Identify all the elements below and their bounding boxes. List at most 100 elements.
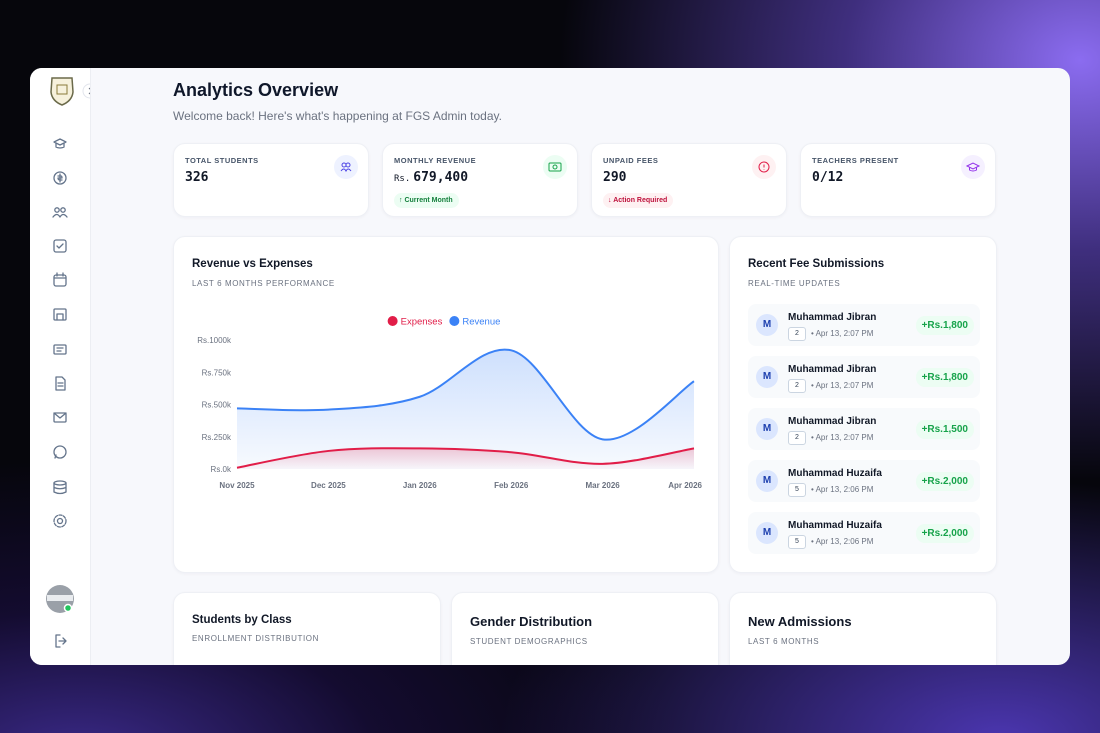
panel-card: Students by Class ENROLLMENT DISTRIBUTIO… [173,592,441,665]
fee-row: M Muhammad Jibran 2 Apr 13, 2:07 PM +Rs.1,50… [748,408,980,450]
x-tick-label: Mar 2026 [585,481,620,490]
stat-label: TOTAL STUDENTS [185,156,259,165]
fee-row: M Muhammad Huzaifa 5 Apr 13, 2:06 PM +Rs.2,0… [748,512,980,554]
series-line [236,447,695,469]
fee-class: 2 [788,327,806,341]
panel-subtitle: LAST 6 MONTHS [748,637,820,646]
stat-icon [543,155,567,179]
y-tick-label: Rs.250k [202,433,232,442]
nav-messages[interactable] [53,344,67,355]
x-tick-label: Apr 2026 [668,481,702,490]
user-avatar[interactable] [46,585,74,613]
stat-card: TOTAL STUDENTS 326 [173,143,369,217]
x-tick-label: Dec 2025 [311,481,346,490]
app-window: Analytics Overview Welcome back! Here's … [30,68,1070,665]
fee-class: 5 [788,483,806,497]
badge-text: Current Month [404,197,453,204]
fee-amount: +Rs.1,500 [915,420,974,439]
stat-label: TEACHERS PRESENT [812,156,899,165]
stat-icon [961,155,985,179]
fees-card: Recent Fee Submissions REAL-TIME UPDATES… [729,236,997,573]
fee-avatar: M [756,366,778,388]
legend-label: Revenue [462,317,500,328]
stat-card: UNPAID FEES 290 ↓ Action Required [591,143,787,217]
series-area [237,448,694,469]
fee-name: Muhammad Jibran [788,364,877,375]
panel-subtitle: ENROLLMENT DISTRIBUTION [192,634,319,643]
panel-title: Gender Distribution [470,614,593,629]
x-tick-label: Jan 2026 [403,481,437,490]
logout[interactable] [55,634,67,648]
fee-amount: +Rs.2,000 [915,524,974,543]
fees-title: Recent Fee Submissions [748,258,885,270]
fee-amount: +Rs.1,800 [915,316,974,335]
fee-row: M Muhammad Jibran 2 Apr 13, 2:07 PM +Rs.1,80… [748,356,980,398]
fee-time: Apr 13, 2:07 PM [811,433,874,442]
chart-card: Revenue vs Expenses LAST 6 MONTHS PERFOR… [173,236,719,573]
nav-whatsapp[interactable] [53,445,67,459]
fees-subtitle: REAL-TIME UPDATES [748,279,841,288]
stat-value: Rs. 679,400 [394,170,468,185]
nav-reports[interactable] [55,376,66,391]
series-area [237,349,694,469]
legend-item: Revenue [449,316,500,328]
sidebar-icons [46,77,90,648]
y-tick-label: Rs.750k [202,368,232,377]
stat-card: MONTHLY REVENUE Rs. 679,400 ↑ Current Mon… [382,143,578,217]
nav-database[interactable] [53,480,67,495]
fee-avatar: M [756,522,778,544]
collapse-button[interactable] [82,83,90,99]
fee-class: 2 [788,431,806,445]
nav-settings[interactable] [53,514,67,528]
fee-name: Muhammad Jibran [788,416,877,427]
stat-icon [752,155,776,179]
chart-title: Revenue vs Expenses [192,258,313,270]
y-tick-label: Rs.0k [211,465,232,474]
nav-classes[interactable] [53,308,67,321]
chart-subtitle: LAST 6 MONTHS PERFORMANCE [192,279,335,288]
x-tick-label: Nov 2025 [219,481,255,490]
stat-icon [334,155,358,179]
fee-amount: +Rs.2,000 [915,472,974,491]
page-title: Analytics Overview [173,80,339,100]
legend-label: Expenses [401,317,443,328]
badge: ↑ Current Month [394,193,459,208]
nav-calendar[interactable] [53,272,67,287]
panel-subtitle: STUDENT DEMOGRAPHICS [470,637,588,646]
panel-card: Gender Distribution STUDENT DEMOGRAPHICS [451,592,719,665]
fee-row: M Muhammad Huzaifa 5 Apr 13, 2:06 PM +Rs.2,0… [748,460,980,502]
logo [50,77,74,106]
stat-number: 679,400 [413,170,469,185]
stat-label: UNPAID FEES [603,156,659,165]
currency-prefix: Rs. [394,174,411,184]
fee-name: Muhammad Huzaifa [788,468,882,479]
y-tick-label: Rs.500k [202,401,232,410]
nav-dashboard[interactable] [53,138,67,149]
stat-value: 0/12 [812,170,844,185]
nav-fees[interactable] [53,171,67,185]
badge: ↓ Action Required [603,193,674,208]
page-subtitle: Welcome back! Here's what's happening at… [173,109,502,123]
fee-time: Apr 13, 2:07 PM [811,329,874,338]
fee-avatar: M [756,470,778,492]
fee-time: Apr 13, 2:06 PM [811,485,874,494]
x-tick-label: Feb 2026 [494,481,529,490]
fee-avatar: M [756,314,778,336]
fee-class: 2 [788,379,806,393]
legend-swatch [449,316,460,326]
fee-time: Apr 13, 2:06 PM [811,537,874,546]
legend-swatch [387,316,398,326]
fee-amount: +Rs.1,800 [915,368,974,387]
stat-value: 326 [185,170,209,185]
nav-mail[interactable] [53,412,67,423]
nav-attendance[interactable] [53,239,67,253]
panel-title: Students by Class [192,614,292,626]
fee-time: Apr 13, 2:07 PM [811,381,874,390]
nav-students[interactable] [52,207,68,218]
legend-item: Expenses [387,316,443,328]
series-line [236,348,695,441]
fee-class: 5 [788,535,806,549]
y-tick-label: Rs.1000k [197,336,232,345]
sidebar [30,68,91,665]
